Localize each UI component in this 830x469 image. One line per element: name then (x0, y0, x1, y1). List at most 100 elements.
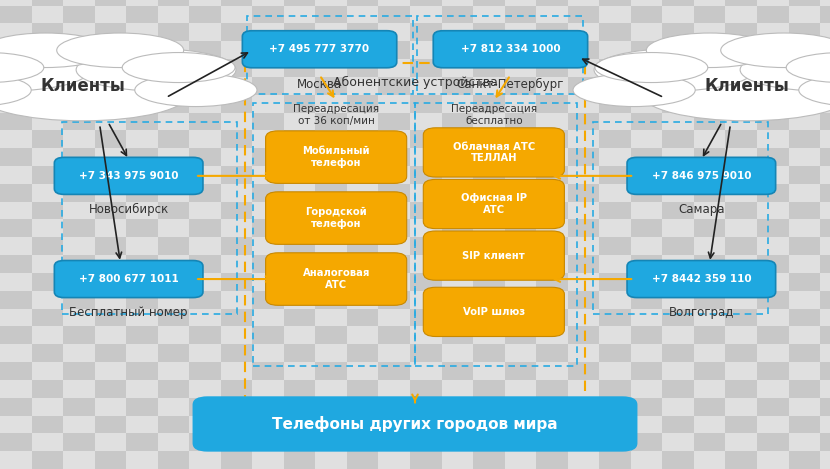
Ellipse shape (740, 49, 830, 91)
Bar (158, 148, 189, 166)
Bar (442, 344, 473, 362)
Bar (505, 95, 536, 113)
Bar (757, 219, 788, 237)
Bar (568, 41, 599, 59)
Bar (631, 184, 662, 202)
Bar (126, 23, 158, 41)
Bar (95, 362, 126, 380)
Bar (0, 255, 32, 273)
Bar (568, 255, 599, 273)
Bar (95, 433, 126, 451)
Bar (189, 416, 221, 433)
Bar (0, 237, 32, 255)
Bar (536, 291, 568, 309)
Bar (631, 166, 662, 184)
Bar (189, 95, 221, 113)
Bar (189, 398, 221, 416)
Ellipse shape (0, 53, 44, 83)
Bar (725, 219, 757, 237)
Bar (505, 166, 536, 184)
Bar (315, 77, 347, 95)
Bar (284, 0, 315, 6)
Bar (694, 6, 725, 23)
Bar (284, 451, 315, 469)
Bar (410, 344, 442, 362)
Bar (347, 6, 378, 23)
FancyBboxPatch shape (266, 253, 407, 305)
Bar (473, 451, 505, 469)
Bar (410, 77, 442, 95)
Bar (536, 309, 568, 326)
Bar (568, 148, 599, 166)
Bar (442, 166, 473, 184)
Bar (662, 362, 694, 380)
Bar (442, 130, 473, 148)
Bar (757, 6, 788, 23)
Bar (694, 130, 725, 148)
Bar (694, 433, 725, 451)
Bar (347, 77, 378, 95)
Bar (568, 380, 599, 398)
Bar (378, 219, 410, 237)
Bar (473, 95, 505, 113)
Bar (820, 202, 830, 219)
Bar (158, 326, 189, 344)
Bar (631, 0, 662, 6)
Bar (536, 77, 568, 95)
Bar (252, 255, 284, 273)
Bar (158, 23, 189, 41)
Bar (32, 273, 63, 291)
Bar (410, 130, 442, 148)
Bar (221, 291, 252, 309)
Ellipse shape (76, 49, 236, 91)
Bar (315, 6, 347, 23)
Bar (126, 398, 158, 416)
Bar (284, 202, 315, 219)
Bar (694, 95, 725, 113)
Bar (536, 326, 568, 344)
Bar (788, 148, 820, 166)
Bar (126, 95, 158, 113)
Bar (378, 291, 410, 309)
Bar (0, 113, 32, 130)
Bar (284, 166, 315, 184)
Bar (0, 291, 32, 309)
Bar (126, 309, 158, 326)
Bar (505, 326, 536, 344)
Bar (820, 273, 830, 291)
Bar (63, 237, 95, 255)
Bar (32, 95, 63, 113)
Bar (95, 255, 126, 273)
Bar (820, 184, 830, 202)
Bar (284, 433, 315, 451)
Bar (662, 0, 694, 6)
Bar (221, 23, 252, 41)
Bar (662, 184, 694, 202)
Bar (378, 326, 410, 344)
Bar (442, 113, 473, 130)
Ellipse shape (647, 33, 774, 68)
Bar (0, 344, 32, 362)
Bar (725, 0, 757, 6)
Bar (284, 416, 315, 433)
Bar (95, 148, 126, 166)
Bar (0, 451, 32, 469)
Bar (221, 130, 252, 148)
Bar (505, 237, 536, 255)
Bar (473, 148, 505, 166)
Bar (378, 59, 410, 77)
Bar (536, 219, 568, 237)
Bar (757, 380, 788, 398)
Bar (315, 255, 347, 273)
Bar (221, 344, 252, 362)
Text: Бесплатный номер: Бесплатный номер (70, 306, 188, 319)
Bar (221, 237, 252, 255)
Bar (347, 148, 378, 166)
Bar (662, 326, 694, 344)
Bar (284, 59, 315, 77)
Bar (599, 326, 631, 344)
Bar (599, 398, 631, 416)
Bar (410, 398, 442, 416)
Ellipse shape (786, 53, 830, 83)
Bar (378, 255, 410, 273)
